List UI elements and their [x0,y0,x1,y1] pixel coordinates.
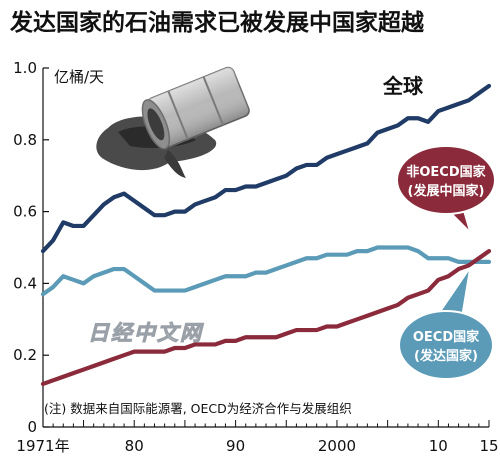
callout-non-oecd-line2: (发展中国家) [408,183,485,199]
y-tick-label: 1.0 [13,59,37,77]
x-tick-label: 15 [479,437,498,455]
x-tick-label: 10 [429,437,448,455]
y-tick-label: 0.4 [13,274,37,292]
series-label-global: 全球 [382,74,424,98]
callout-oecd-line1: OECD国家 [413,329,480,345]
y-axis-unit-label: 亿桶/天 [54,68,104,86]
series-layer [40,83,492,387]
chart-title: 发达国家的石油需求已被发展中国家超越 [9,9,425,36]
watermark-text: 日经中文网 [88,321,204,345]
callout-non-oecd-line1: 非OECD国家 [406,164,486,180]
y-tick-label: 0.2 [13,346,37,364]
axes: 0 0.2 0.4 0.6 0.8 1.0 1971年 80 90 2000 10 15 [13,59,498,455]
oil-barrel-illustration [96,66,250,178]
y-tick-label: 0 [27,418,37,436]
y-tick-label: 0.8 [13,131,37,149]
series-line-global [40,83,492,254]
x-tick-label: 80 [125,437,144,455]
y-tick-label: 0.6 [13,203,37,221]
source-note: (注) 数据来自国际能源署, OECD为经济合作与发展组织 [44,401,352,416]
callout-oecd-line2: (发达国家) [414,348,478,364]
callout-oecd: OECD国家 (发达国家) [398,267,494,380]
x-tick-label: 90 [226,437,245,455]
x-tick-label: 1971年 [16,437,69,455]
series-line-non-oecd [40,248,492,387]
x-tick-label: 2000 [318,437,356,455]
callout-non-oecd: 非OECD国家 (发展中国家) [396,145,496,233]
series-line-oecd [40,245,492,297]
